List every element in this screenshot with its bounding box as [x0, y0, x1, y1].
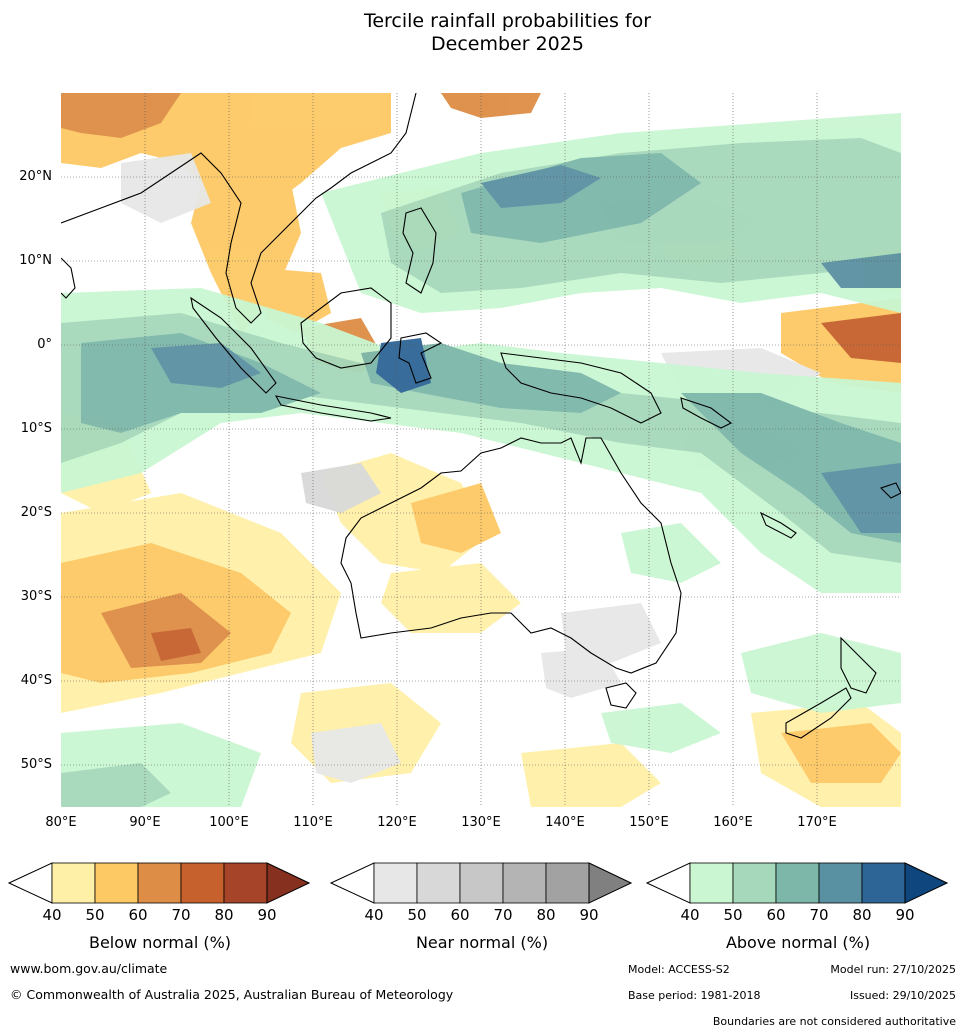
colorbar-above-arrow-high	[904, 862, 948, 904]
map-title: Tercile rainfall probabilities for Decem…	[0, 10, 965, 56]
website-link[interactable]: www.bom.gov.au/climate	[10, 961, 168, 976]
fiji-coastline	[879, 482, 901, 499]
graticule	[61, 93, 901, 807]
java-coastline	[274, 395, 392, 422]
lat-label-30s: 30°S	[20, 589, 52, 604]
lon-label-100e: 100°E	[209, 815, 249, 830]
below-tick: 40	[42, 906, 62, 924]
below-tick: 90	[257, 906, 277, 924]
colorbar-above-swatch	[818, 862, 863, 904]
base-period-text: Base period: 1981-2018	[628, 989, 761, 1002]
colorbar-below-swatch	[51, 862, 96, 904]
sri-lanka-coastline	[61, 257, 76, 299]
colorbar-above-swatch	[732, 862, 777, 904]
lon-label-160e: 160°E	[713, 815, 753, 830]
colorbar-above-normal	[646, 862, 948, 904]
lon-label-130e: 130°E	[461, 815, 501, 830]
australia-coastline	[340, 437, 682, 674]
colorbar-near-arrow-high	[588, 862, 632, 904]
near-tick: 40	[364, 906, 384, 924]
sulawesi-coastline	[398, 332, 443, 384]
new-caledonia-coastline	[759, 511, 797, 539]
lon-label-80e: 80°E	[45, 815, 77, 830]
colorbar-near-swatch	[373, 862, 418, 904]
colorbar-near-normal	[330, 862, 632, 904]
colorbar-near-swatch	[502, 862, 547, 904]
new-guinea-coastline	[500, 352, 662, 424]
lon-label-110e: 110°E	[293, 815, 333, 830]
title-line-1: Tercile rainfall probabilities for	[363, 10, 652, 32]
near-tick: 90	[579, 906, 599, 924]
asia-mainland-coastline	[61, 93, 417, 324]
colorbar-above-swatch	[775, 862, 820, 904]
lat-label-10s: 10°S	[20, 421, 52, 436]
above-tick: 80	[852, 906, 872, 924]
issued-text: Issued: 29/10/2025	[849, 989, 956, 1002]
lat-label-equator: 0°	[37, 337, 52, 352]
solomon-islands-coastline	[680, 397, 733, 429]
colorbar-above-arrow-low	[646, 862, 691, 904]
lat-label-50s: 50°S	[20, 757, 52, 772]
colorbar-near-label: Near normal (%)	[415, 933, 549, 952]
disclaimer-text: Boundaries are not considered authoritat…	[712, 1015, 956, 1028]
lon-label-90e: 90°E	[129, 815, 161, 830]
lat-label-10n: 10°N	[19, 253, 52, 268]
lat-label-20n: 20°N	[19, 169, 52, 184]
lon-label-140e: 140°E	[545, 815, 585, 830]
near-tick: 50	[407, 906, 427, 924]
philippines-coastline	[402, 207, 437, 294]
model-run-text: Model run: 27/10/2025	[830, 963, 956, 976]
tasmania-coastline	[605, 682, 637, 709]
sumatra-coastline	[190, 296, 277, 394]
coastlines	[61, 93, 901, 739]
near-tick: 80	[536, 906, 556, 924]
lat-label-20s: 20°S	[20, 505, 52, 520]
title-line-2: December 2025	[431, 33, 584, 55]
above-tick: 70	[809, 906, 829, 924]
colorbar-near-swatch	[545, 862, 590, 904]
above-tick: 50	[723, 906, 743, 924]
colorbar-below-swatch	[180, 862, 225, 904]
above-tick: 60	[766, 906, 786, 924]
colorbar-below-normal	[8, 862, 310, 904]
colorbar-near-swatch	[416, 862, 461, 904]
near-tick: 70	[493, 906, 513, 924]
colorbar-above-label: Above normal (%)	[725, 933, 871, 952]
near-tick: 60	[450, 906, 470, 924]
colorbar-below-arrow-low	[8, 862, 53, 904]
colorbar-below-swatch	[94, 862, 139, 904]
model-text: Model: ACCESS-S2	[628, 963, 730, 976]
above-tick: 40	[680, 906, 700, 924]
below-tick: 80	[214, 906, 234, 924]
lon-label-170e: 170°E	[797, 815, 837, 830]
colorbar-below-swatch	[223, 862, 268, 904]
rainfall-probability-map	[61, 93, 901, 807]
colorbar-below-swatch	[137, 862, 182, 904]
below-tick: 70	[171, 906, 191, 924]
lat-label-40s: 40°S	[20, 673, 52, 688]
colorbar-below-arrow-high	[266, 862, 310, 904]
below-normal-areas	[61, 93, 901, 807]
new-zealand-coastline	[840, 636, 877, 694]
colorbar-below-label: Below normal (%)	[88, 933, 232, 952]
colorbar-above-swatch	[861, 862, 906, 904]
below-tick: 60	[128, 906, 148, 924]
lon-label-120e: 120°E	[377, 815, 417, 830]
above-tick: 90	[895, 906, 915, 924]
colorbar-above-swatch	[689, 862, 734, 904]
copyright-text: © Commonwealth of Australia 2025, Austra…	[10, 987, 454, 1002]
colorbar-near-arrow-low	[330, 862, 375, 904]
borneo-coastline	[300, 287, 392, 369]
below-tick: 50	[85, 906, 105, 924]
colorbar-near-swatch	[459, 862, 504, 904]
lon-label-150e: 150°E	[629, 815, 669, 830]
